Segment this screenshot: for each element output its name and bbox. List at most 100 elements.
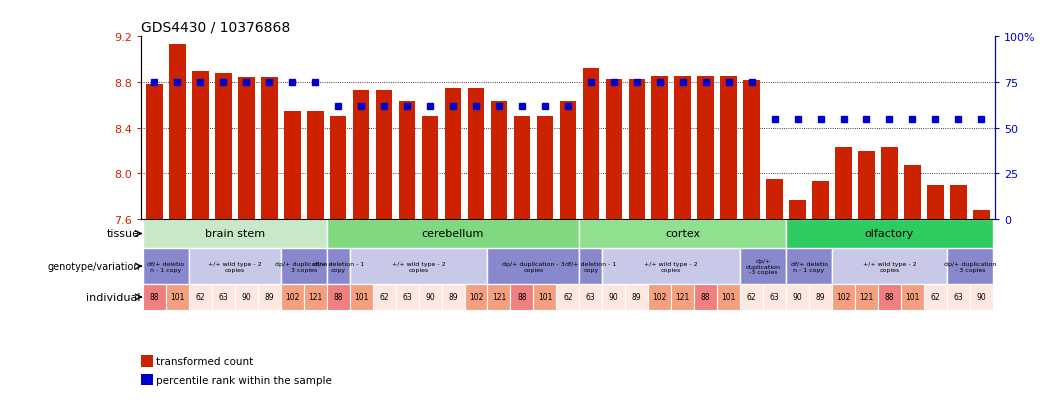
Text: 89: 89 [816, 293, 825, 302]
Text: 89: 89 [632, 293, 642, 302]
Text: 102: 102 [469, 293, 483, 302]
Text: 102: 102 [837, 293, 850, 302]
Bar [579, 248, 602, 285]
Text: +/+ wild type - 2
copies: +/+ wild type - 2 copies [863, 261, 916, 272]
Bar [740, 248, 786, 285]
Bar [307, 111, 323, 220]
Bar [625, 285, 648, 310]
Bar [143, 220, 327, 248]
Bar [950, 185, 967, 220]
Bar [970, 285, 993, 310]
Bar [882, 148, 898, 220]
Text: 101: 101 [354, 293, 369, 302]
Text: 62: 62 [931, 293, 940, 302]
Bar [579, 285, 602, 310]
Bar [671, 285, 694, 310]
Bar [740, 285, 763, 310]
Bar [717, 285, 740, 310]
Text: dp/+ duplication - 3
copies: dp/+ duplication - 3 copies [502, 261, 565, 272]
Text: 63: 63 [219, 293, 228, 302]
Text: 88: 88 [701, 293, 711, 302]
Bar [514, 117, 530, 220]
Bar [488, 248, 579, 285]
Bar [859, 151, 874, 220]
Bar [488, 285, 511, 310]
Bar [234, 285, 257, 310]
Bar [743, 81, 760, 220]
Bar [766, 180, 783, 220]
Text: 102: 102 [286, 293, 299, 302]
Text: 90: 90 [976, 293, 986, 302]
Text: 89: 89 [448, 293, 457, 302]
Text: df/+ deletion - 1
copy: df/+ deletion - 1 copy [313, 261, 364, 272]
Text: 90: 90 [609, 293, 619, 302]
Bar [192, 71, 208, 220]
Bar [350, 248, 488, 285]
Bar [651, 77, 668, 220]
Bar [327, 285, 350, 310]
Text: df/+ deletio
n - 1 copy: df/+ deletio n - 1 copy [791, 261, 827, 272]
Bar [189, 248, 280, 285]
Text: 101: 101 [170, 293, 184, 302]
Bar [534, 285, 556, 310]
Bar [832, 285, 855, 310]
Text: 90: 90 [425, 293, 435, 302]
Text: 62: 62 [747, 293, 756, 302]
Bar [973, 211, 990, 220]
Text: 121: 121 [308, 293, 322, 302]
Text: 88: 88 [885, 293, 894, 302]
Bar [238, 78, 254, 220]
Text: individual: individual [85, 292, 141, 302]
Text: 101: 101 [905, 293, 920, 302]
Text: tissue: tissue [107, 229, 141, 239]
Bar [166, 285, 189, 310]
Bar [947, 248, 993, 285]
Bar [399, 102, 416, 220]
Text: cortex: cortex [665, 229, 700, 239]
Bar [280, 248, 327, 285]
Text: df/+ deletion - 1
copy: df/+ deletion - 1 copy [565, 261, 617, 272]
Text: 90: 90 [242, 293, 251, 302]
Bar [468, 88, 485, 220]
Text: 88: 88 [333, 293, 343, 302]
Text: dp/+
duplication
-3 copies: dp/+ duplication -3 copies [746, 258, 780, 275]
Bar [350, 285, 373, 310]
Bar [582, 69, 599, 220]
Bar [813, 182, 828, 220]
Bar [579, 220, 786, 248]
Bar [694, 285, 717, 310]
Text: 62: 62 [196, 293, 205, 302]
Bar [143, 285, 166, 310]
Text: 63: 63 [770, 293, 779, 302]
Text: dp/+ duplication -
3 copies: dp/+ duplication - 3 copies [275, 261, 332, 272]
Bar [169, 45, 185, 220]
Text: 62: 62 [563, 293, 573, 302]
Text: 63: 63 [586, 293, 596, 302]
Bar [327, 248, 350, 285]
Bar [556, 285, 579, 310]
Text: 121: 121 [675, 293, 690, 302]
Text: 121: 121 [492, 293, 506, 302]
Text: 88: 88 [517, 293, 526, 302]
Bar [376, 91, 393, 220]
Bar [697, 77, 714, 220]
Bar [904, 166, 921, 220]
Bar [537, 117, 553, 220]
Bar [602, 285, 625, 310]
Text: +/+ wild type - 2
copies: +/+ wild type - 2 copies [644, 261, 698, 272]
Bar [327, 220, 579, 248]
Bar [442, 285, 465, 310]
Text: 63: 63 [953, 293, 963, 302]
Text: df/+ deletio
n - 1 copy: df/+ deletio n - 1 copy [147, 261, 184, 272]
Bar [373, 285, 396, 310]
Text: 89: 89 [265, 293, 274, 302]
Text: 101: 101 [721, 293, 736, 302]
Bar [720, 77, 737, 220]
Bar [789, 200, 805, 220]
Text: +/+ wild type - 2
copies: +/+ wild type - 2 copies [208, 261, 262, 272]
Bar [445, 88, 462, 220]
Bar [465, 285, 488, 310]
Bar [560, 102, 576, 220]
Text: transformed count: transformed count [156, 356, 253, 366]
Bar [419, 285, 442, 310]
